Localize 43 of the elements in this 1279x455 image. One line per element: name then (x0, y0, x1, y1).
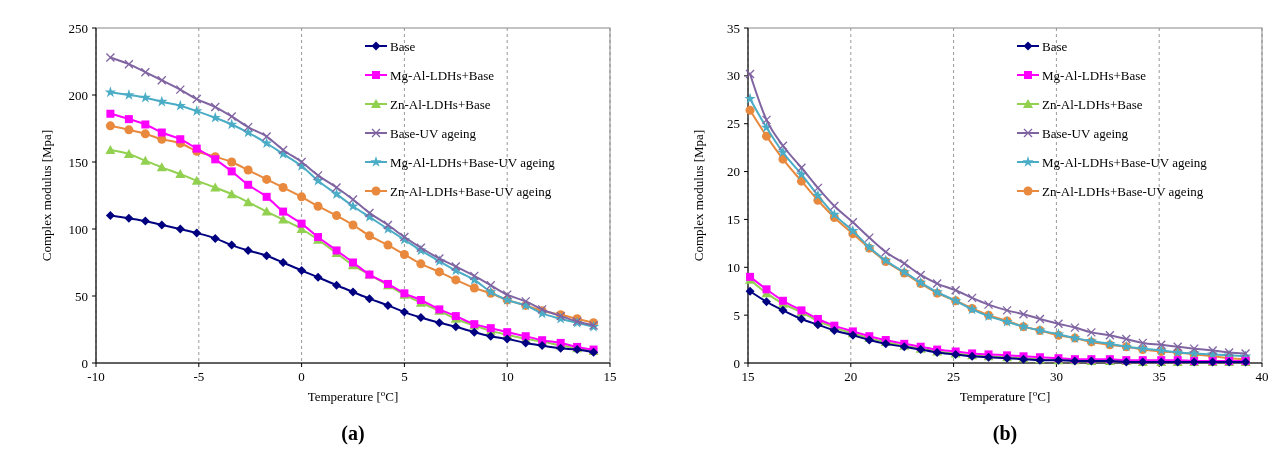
y-tick-label: 10 (727, 259, 740, 275)
x-tick-label: 25 (947, 369, 961, 384)
legend-label: Base-UV ageing (390, 126, 477, 141)
legend-label: Zn-Al-LDHs+Base-UV ageing (1042, 184, 1204, 199)
x-tick-label: 15 (603, 369, 617, 384)
y-axis-title: Complex modulus [Mpa] (39, 129, 54, 262)
x-tick-label: 0 (298, 369, 305, 384)
legend-label: Zn-Al-LDHs+Base (1042, 97, 1143, 112)
legend-label: Zn-Al-LDHs+Base-UV ageing (390, 184, 552, 199)
legend-label: Base (390, 39, 416, 54)
x-tick-label: -5 (193, 369, 205, 384)
x-axis-title: Temperature [$^{o}$C] (307, 388, 399, 404)
text: (a) (341, 422, 365, 445)
y-axis-title: Complex modulus [Mpa] (691, 129, 706, 262)
legend-label: Base-UV ageing (1042, 126, 1129, 141)
y-tick-label: 0 (81, 355, 88, 371)
y-tick-label: 100 (68, 221, 88, 237)
x-tick-label: 30 (1049, 369, 1063, 384)
legend-label: Mg-Al-LDHs+Base (390, 68, 495, 83)
legend-label: Mg-Al-LDHs+Base-UV ageing (390, 155, 556, 170)
x-tick-label: 20 (844, 369, 858, 384)
legend-label: Base (1042, 39, 1068, 54)
y-tick-label: 0 (733, 355, 740, 371)
legend-label: Mg-Al-LDHs+Base (1042, 68, 1147, 83)
legend-label: Zn-Al-LDHs+Base (390, 97, 491, 112)
text: (b) (992, 422, 1018, 445)
x-tick-label: -10 (87, 369, 105, 384)
x-axis-title: Temperature [$^{o}$C] (959, 388, 1051, 404)
legend-label: Mg-Al-LDHs+Base-UV ageing (1042, 155, 1208, 170)
x-tick-label: 5 (401, 369, 408, 384)
y-tick-label: 20 (727, 164, 740, 180)
x-tick-label: 35 (1152, 369, 1166, 384)
y-tick-label: 150 (68, 154, 88, 170)
y-tick-label: 30 (727, 68, 740, 84)
y-tick-label: 25 (727, 116, 740, 132)
x-tick-label: 10 (500, 369, 514, 384)
x-tick-label: 40 (1255, 369, 1269, 384)
y-tick-label: 5 (733, 307, 740, 323)
y-tick-label: 50 (75, 288, 88, 304)
y-tick-label: 200 (68, 87, 88, 103)
y-tick-label: 250 (68, 20, 88, 36)
y-tick-label: 15 (727, 211, 740, 227)
y-tick-label: 35 (727, 20, 740, 36)
